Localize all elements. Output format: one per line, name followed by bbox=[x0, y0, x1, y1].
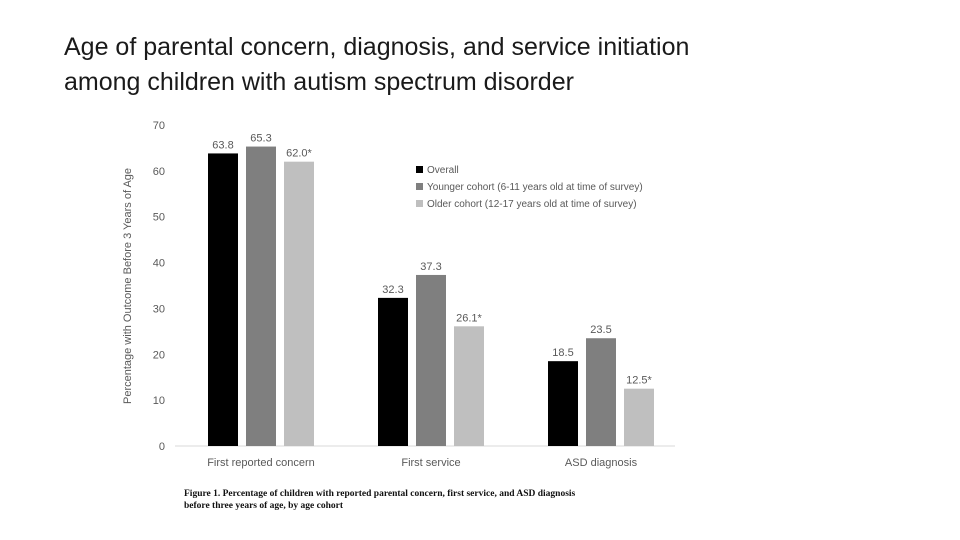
y-tick-label: 40 bbox=[153, 258, 165, 270]
y-axis-label: Percentage with Outcome Before 3 Years o… bbox=[122, 168, 134, 404]
x-tick-labels: First reported concern First service ASD d… bbox=[207, 457, 637, 469]
y-tick-label: 30 bbox=[153, 303, 165, 315]
data-label: 65.3 bbox=[250, 133, 271, 145]
bar bbox=[624, 388, 654, 446]
legend-swatch bbox=[416, 200, 423, 207]
bar bbox=[454, 326, 484, 446]
legend: Overall Younger cohort (6-11 years old at… bbox=[416, 165, 643, 210]
x-tick-label: First service bbox=[401, 457, 460, 469]
data-label: 12.5* bbox=[626, 375, 652, 387]
legend-swatch bbox=[416, 166, 423, 173]
bars bbox=[208, 146, 654, 446]
data-label: 32.3 bbox=[382, 284, 403, 296]
y-tick-label: 0 bbox=[159, 441, 165, 453]
slide-title-line2: among children with autism spectrum diso… bbox=[64, 68, 574, 96]
data-label: 26.1* bbox=[456, 312, 482, 324]
data-label: 63.8 bbox=[212, 139, 233, 151]
y-tick-label: 10 bbox=[153, 395, 165, 407]
y-tick-label: 60 bbox=[153, 166, 165, 178]
slide-title-line1: Age of parental concern, diagnosis, and … bbox=[64, 33, 690, 61]
figure-caption-line2: before three years of age, by age cohort bbox=[184, 501, 343, 511]
y-axis: 0 10 20 30 40 50 60 70 bbox=[153, 120, 165, 453]
bar bbox=[378, 297, 408, 446]
bar bbox=[416, 274, 446, 446]
data-label: 18.5 bbox=[552, 347, 573, 359]
x-tick-label: First reported concern bbox=[207, 457, 315, 469]
bar bbox=[246, 146, 276, 446]
y-tick-label: 70 bbox=[153, 120, 165, 132]
bar bbox=[548, 361, 578, 446]
y-tick-label: 20 bbox=[153, 349, 165, 361]
y-tick-label: 50 bbox=[153, 212, 165, 224]
figure-caption: Figure 1. Percentage of children with re… bbox=[184, 488, 654, 512]
data-label: 62.0* bbox=[286, 148, 312, 160]
legend-label: Younger cohort (6-11 years old at time o… bbox=[427, 182, 643, 193]
data-label: 23.5 bbox=[590, 324, 611, 336]
data-label: 37.3 bbox=[420, 261, 441, 273]
legend-label: Older cohort (12-17 years old at time of… bbox=[427, 199, 637, 210]
x-tick-label: ASD diagnosis bbox=[565, 457, 638, 469]
bar bbox=[284, 161, 314, 446]
bar bbox=[208, 153, 238, 446]
bar bbox=[586, 338, 616, 446]
value-labels: 63.8 32.3 18.5 65.3 37.3 23.5 62.0* 26.1* 12.5* bbox=[212, 133, 652, 387]
legend-label: Overall bbox=[427, 165, 459, 176]
slide-title: Age of parental concern, diagnosis, and … bbox=[64, 30, 884, 100]
legend-swatch bbox=[416, 183, 423, 190]
figure-caption-line1: Figure 1. Percentage of children with re… bbox=[184, 489, 576, 499]
